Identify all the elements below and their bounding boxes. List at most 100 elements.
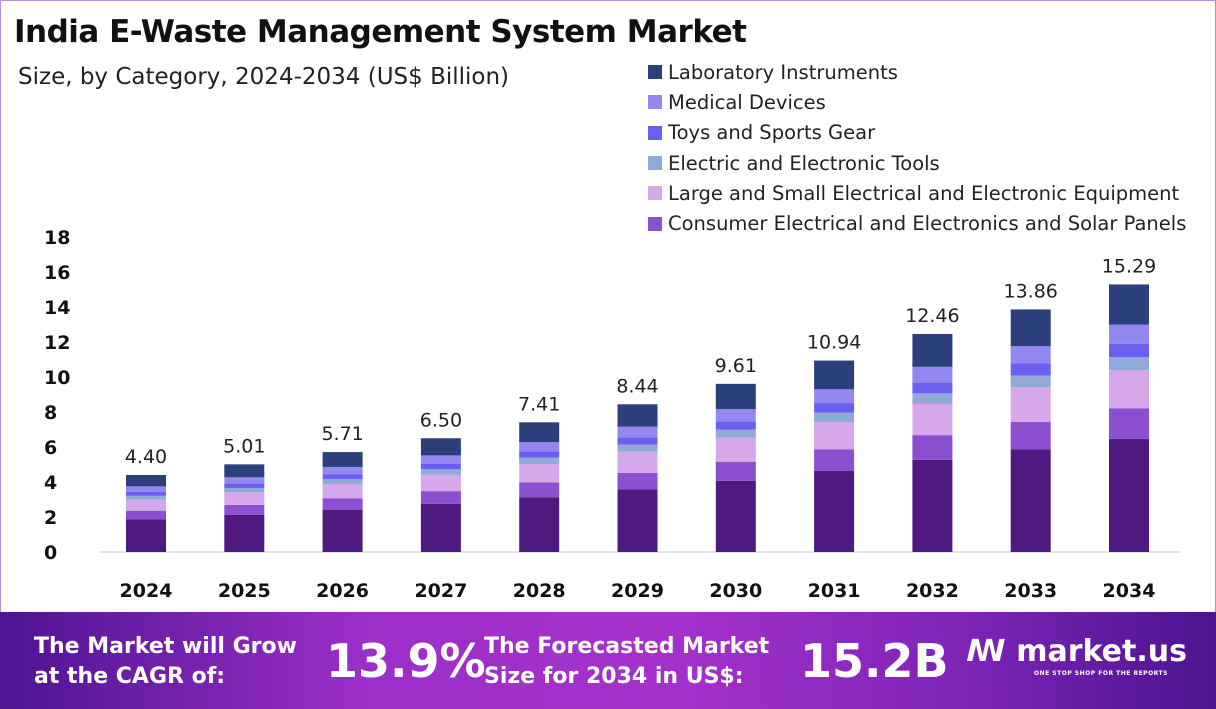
bar-segment (1109, 284, 1149, 325)
y-tick-label: 16 (44, 262, 70, 284)
bar-segment (519, 451, 560, 458)
bar-segment (715, 437, 756, 462)
y-tick-label: 14 (44, 297, 70, 319)
bar-segment (224, 483, 265, 488)
bar-segment (420, 474, 461, 492)
y-tick-label: 2 (44, 507, 57, 529)
bar-segment (814, 403, 855, 413)
bar-segment (420, 469, 461, 475)
bar-segment (1010, 309, 1051, 347)
bar-segment (1010, 449, 1051, 552)
bar-segment (224, 492, 265, 505)
y-tick-label: 8 (44, 402, 57, 424)
bar-segment (1109, 370, 1149, 409)
data-label: 12.46 (905, 305, 959, 327)
bar-segment (126, 495, 166, 500)
legend-item: Toys and Sports Gear (648, 118, 1186, 148)
legend-label: Consumer Electrical and Electronics and … (668, 212, 1187, 236)
legend-swatch (648, 156, 662, 171)
bar-segment (322, 466, 363, 475)
legend-item: Consumer Electrical and Electronics and … (648, 208, 1186, 238)
bar-segment (126, 499, 166, 511)
forecast-value: 15.2B (800, 634, 949, 688)
bar-segment (1109, 438, 1149, 552)
bar-segment (912, 333, 953, 367)
data-label: 15.29 (1102, 255, 1156, 277)
bar-segment (617, 437, 658, 445)
bar-segment (1109, 343, 1149, 358)
legend-item: Large and Small Electrical and Electroni… (648, 178, 1186, 208)
bar-segment (715, 383, 756, 410)
bar-segment (224, 477, 265, 484)
bar-segment (322, 498, 363, 510)
bar-segment (322, 479, 363, 484)
bar-segment (912, 459, 953, 552)
bar-segment (912, 403, 953, 436)
data-label: 13.86 (1003, 280, 1057, 302)
bar-segment (814, 470, 855, 552)
legend-swatch (648, 186, 662, 201)
bar-segment (322, 483, 363, 499)
bar-segment (420, 438, 461, 456)
x-tick-label: 2024 (120, 580, 173, 602)
bar-segment (1010, 363, 1051, 376)
x-tick-label: 2031 (808, 580, 861, 602)
data-label: 4.40 (125, 446, 167, 468)
bar-segment (1010, 421, 1051, 450)
bar-segment (126, 510, 166, 520)
bar-segment (224, 464, 265, 478)
legend-label: Electric and Electronic Tools (668, 151, 940, 175)
bar-segment (814, 360, 855, 390)
bar-chart: 0 2 4 6 8 10 12 14 16 18 4.40 2024 5.01 2025 5.71 2026 6… (44, 227, 1180, 602)
bar-segment (519, 422, 560, 443)
bar-segment (126, 519, 166, 552)
cagr-value: 13.9% (326, 634, 486, 688)
legend-swatch (648, 95, 662, 110)
legend-label: Laboratory Instruments (668, 60, 898, 84)
bar-segment (420, 503, 461, 552)
chart-subtitle: Size, by Category, 2024-2034 (US$ Billio… (18, 64, 510, 90)
market-us-logo: ꟿ market.us (966, 634, 1187, 669)
bar-segment (912, 393, 953, 404)
bar-segment (519, 457, 560, 464)
data-label: 7.41 (518, 393, 560, 415)
bar-segment (224, 514, 265, 552)
bar-segment (814, 449, 855, 471)
y-tick-label: 4 (44, 472, 57, 494)
cagr-label: The Market will Grow at the CAGR of: (34, 634, 297, 689)
data-label: 8.44 (616, 375, 658, 397)
bar-segment (519, 463, 560, 483)
legend-item: Laboratory Instruments (648, 57, 1186, 87)
x-tick-label: 2034 (1103, 580, 1156, 602)
bar-segment (224, 504, 265, 515)
footer-banner: The Market will Grow at the CAGR of: 13.… (0, 612, 1216, 709)
y-tick-label: 12 (44, 332, 70, 354)
bar-segment (912, 435, 953, 460)
y-tick-label: 0 (44, 542, 57, 564)
bar-segment (519, 497, 560, 552)
logo-text: market.us (1016, 634, 1187, 669)
bar-segment (126, 491, 166, 496)
bar-segment (617, 489, 658, 552)
y-tick-label: 18 (44, 227, 70, 249)
bar-segment (1010, 346, 1051, 364)
bar-segment (715, 461, 756, 481)
bar-segment (322, 452, 363, 467)
legend-label: Large and Small Electrical and Electroni… (668, 181, 1180, 205)
data-label: 6.50 (420, 409, 462, 431)
bar-segment (322, 509, 363, 552)
x-tick-label: 2026 (316, 580, 369, 602)
legend-label: Toys and Sports Gear (668, 121, 876, 145)
bar-segment (715, 421, 756, 430)
bar-segment (224, 487, 265, 493)
legend-item: Electric and Electronic Tools (648, 148, 1186, 178)
x-tick-label: 2027 (414, 580, 467, 602)
x-tick-label: 2032 (906, 580, 959, 602)
bar-segment (126, 475, 166, 487)
bar-segment (519, 442, 560, 452)
legend-item: Medical Devices (648, 87, 1186, 117)
bar-segment (1010, 387, 1051, 422)
chart-title: India E-Waste Management System Market (14, 14, 747, 50)
data-label: 5.01 (223, 435, 265, 457)
bar-segment (814, 389, 855, 404)
